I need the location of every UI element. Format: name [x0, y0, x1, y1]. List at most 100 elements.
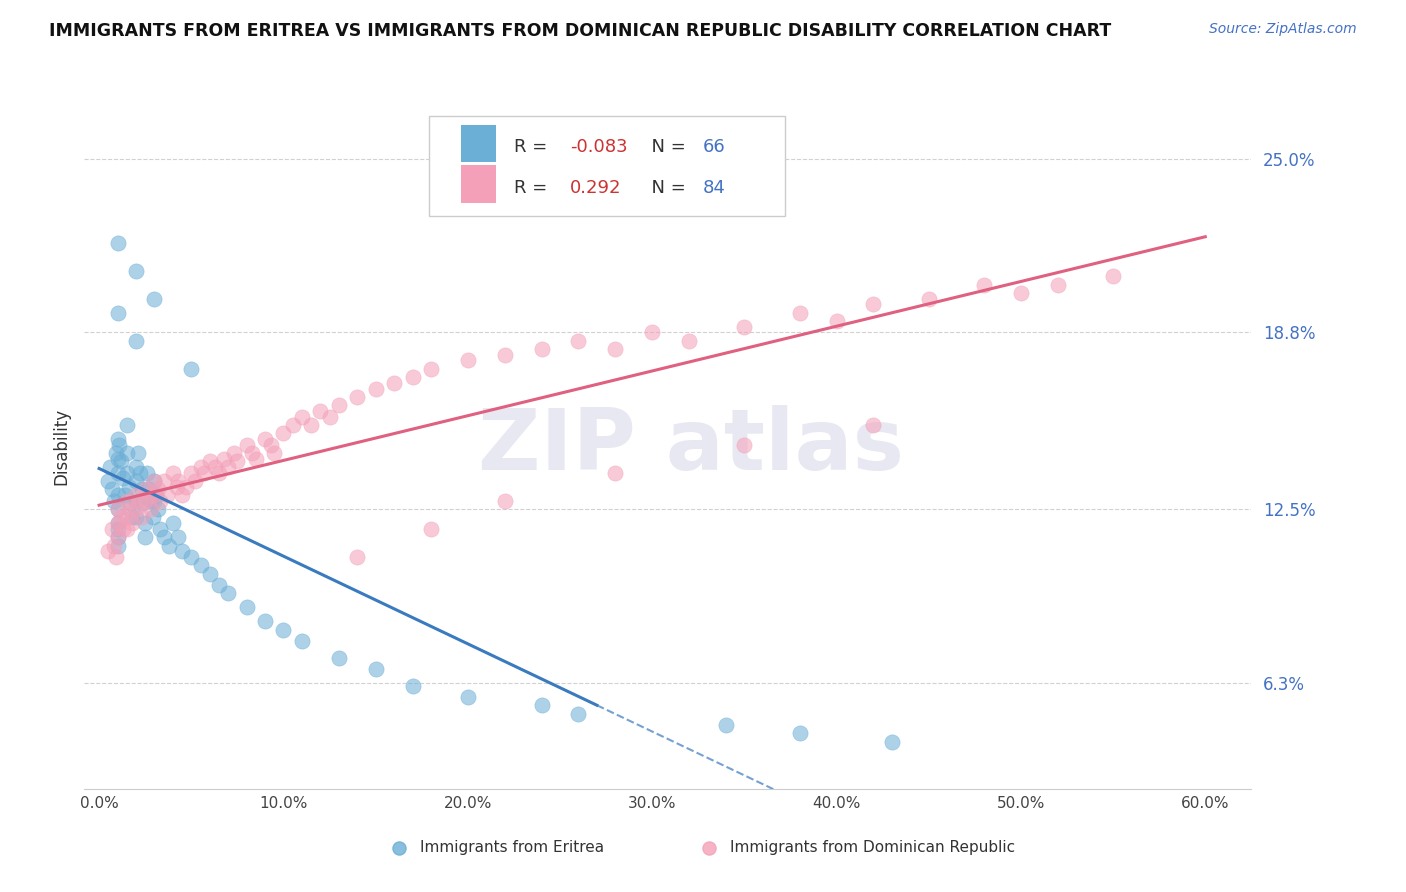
Point	[180, 466, 202, 480]
Point	[733, 437, 755, 451]
Point	[110, 454, 132, 468]
FancyBboxPatch shape	[461, 165, 496, 202]
Point	[1102, 269, 1125, 284]
Point	[789, 306, 811, 320]
Point	[115, 510, 138, 524]
Point	[143, 493, 166, 508]
Point	[880, 735, 903, 749]
Point	[184, 474, 207, 488]
Point	[714, 718, 737, 732]
Point	[107, 488, 129, 502]
Point	[107, 432, 129, 446]
Point	[170, 488, 193, 502]
Point	[115, 417, 138, 432]
Point	[605, 466, 627, 480]
Point	[107, 516, 129, 530]
Point	[107, 502, 129, 516]
Point	[530, 698, 553, 713]
Point	[162, 466, 184, 480]
Point	[127, 446, 149, 460]
Point	[157, 539, 180, 553]
Point	[825, 314, 848, 328]
Point	[128, 466, 150, 480]
Point	[204, 460, 226, 475]
Point	[226, 454, 249, 468]
Point	[309, 404, 332, 418]
Point	[973, 277, 995, 292]
Point	[107, 530, 129, 544]
Point	[112, 471, 135, 485]
Point	[110, 510, 132, 524]
Point	[134, 493, 156, 508]
Point	[733, 319, 755, 334]
Point	[115, 446, 138, 460]
Point	[101, 483, 124, 497]
FancyBboxPatch shape	[461, 125, 496, 162]
Point	[678, 334, 700, 348]
Point	[494, 348, 516, 362]
Point	[112, 522, 135, 536]
Text: 84: 84	[703, 178, 725, 196]
Point	[214, 451, 236, 466]
Point	[145, 488, 167, 502]
Point	[156, 488, 179, 502]
Point	[273, 623, 295, 637]
Point	[107, 530, 129, 544]
Point	[240, 446, 263, 460]
Point	[115, 466, 138, 480]
Text: 66: 66	[703, 138, 725, 156]
Point	[222, 446, 245, 460]
Point	[253, 432, 276, 446]
Text: R =: R =	[513, 178, 553, 196]
Text: Source: ZipAtlas.com: Source: ZipAtlas.com	[1209, 22, 1357, 37]
Point	[291, 633, 314, 648]
Point	[107, 502, 129, 516]
Point	[457, 353, 479, 368]
Point	[382, 376, 405, 390]
Point	[132, 496, 155, 510]
Point	[263, 446, 285, 460]
Point	[107, 516, 129, 530]
Point	[401, 370, 423, 384]
Point	[180, 549, 202, 564]
Point	[142, 510, 165, 524]
Point	[166, 480, 188, 494]
Point	[328, 650, 350, 665]
Point	[125, 264, 148, 278]
Point	[291, 409, 314, 424]
Point	[134, 483, 156, 497]
Point	[103, 539, 125, 553]
Point	[190, 558, 212, 573]
Point	[494, 493, 516, 508]
Point	[97, 544, 120, 558]
Text: -0.083: -0.083	[569, 138, 627, 156]
Point	[125, 510, 148, 524]
Point	[530, 343, 553, 357]
Point	[138, 488, 160, 502]
Point	[134, 530, 156, 544]
Text: IMMIGRANTS FROM ERITREA VS IMMIGRANTS FROM DOMINICAN REPUBLIC DISABILITY CORRELA: IMMIGRANTS FROM ERITREA VS IMMIGRANTS FR…	[49, 22, 1112, 40]
Point	[346, 549, 368, 564]
Point	[567, 706, 589, 721]
Point	[108, 437, 131, 451]
Point	[420, 362, 443, 376]
Point	[217, 586, 239, 600]
Point	[180, 362, 202, 376]
Point	[152, 530, 174, 544]
Point	[420, 522, 443, 536]
Point	[107, 539, 129, 553]
Point	[107, 466, 129, 480]
Point	[114, 488, 136, 502]
Point	[152, 474, 174, 488]
Point	[125, 493, 148, 508]
Text: ZIP atlas: ZIP atlas	[478, 404, 904, 488]
Point	[364, 382, 387, 396]
Point	[149, 493, 172, 508]
Point	[862, 417, 884, 432]
Point	[346, 390, 368, 404]
Y-axis label: Disability: Disability	[52, 408, 70, 484]
Point	[107, 306, 129, 320]
Point	[125, 474, 148, 488]
Point	[121, 510, 143, 524]
Point	[918, 292, 941, 306]
